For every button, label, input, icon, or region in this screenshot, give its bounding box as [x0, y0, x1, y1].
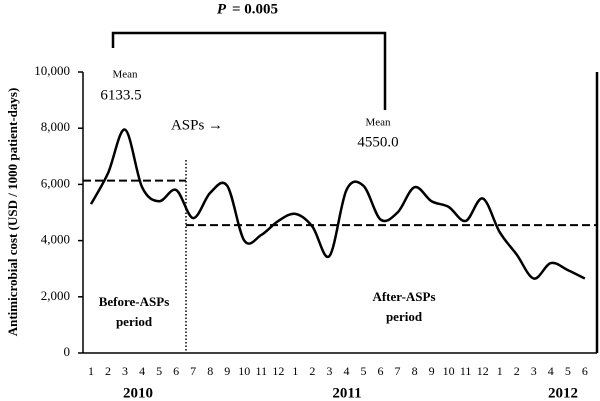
x-tick-label: 8 [412, 364, 418, 378]
x-tick-label: 9 [429, 364, 435, 378]
x-tick-label: 6 [582, 364, 588, 378]
x-tick-label: 9 [224, 364, 230, 378]
mean-caption: Mean [112, 69, 138, 81]
mean-caption: Mean [365, 117, 391, 129]
x-tick-label: 11 [460, 364, 472, 378]
x-tick-label: 7 [395, 364, 401, 378]
x-tick-label: 8 [207, 364, 213, 378]
year-label: 2011 [332, 385, 361, 401]
x-tick-label: 2 [105, 364, 111, 378]
intervention-label: ASPs → [171, 117, 223, 133]
y-tick-label: 4,000 [41, 232, 70, 247]
x-tick-label: 4 [343, 364, 349, 378]
x-tick-label: 1 [292, 364, 298, 378]
period-label: period [116, 314, 153, 329]
x-tick-label: 1 [88, 364, 94, 378]
x-tick-label: 3 [122, 364, 128, 378]
y-axis-label: Antimicrobial cost (USD / 1000 patient-d… [5, 88, 20, 337]
x-tick-label: 12 [272, 364, 284, 378]
x-tick-label: 5 [565, 364, 571, 378]
y-tick-label: 10,000 [34, 63, 70, 78]
x-tick-label: 4 [139, 364, 145, 378]
x-tick-label: 2 [309, 364, 315, 378]
p-symbol: P [217, 1, 227, 17]
x-tick-label: 3 [531, 364, 537, 378]
y-tick-label: 2,000 [41, 288, 70, 303]
x-tick-label: 1 [497, 364, 503, 378]
bracket [111, 31, 387, 110]
x-tick-label: 12 [477, 364, 489, 378]
y-tick-label: 8,000 [41, 119, 70, 134]
x-tick-label: 4 [548, 364, 554, 378]
x-tick-label: 7 [190, 364, 196, 378]
year-label: 2010 [123, 385, 153, 401]
x-tick-label: 6 [173, 364, 179, 378]
y-tick-label: 0 [64, 344, 71, 359]
data-line [89, 128, 586, 280]
x-tick-label: 5 [156, 364, 162, 378]
mean-label: 6133.5 [100, 87, 141, 103]
year-label: 2012 [548, 385, 578, 401]
x-tick-label: 2 [514, 364, 520, 378]
x-tick-label: 5 [360, 364, 366, 378]
period-label: period [386, 309, 423, 324]
mean-label: 4550.0 [357, 134, 398, 150]
x-tick-label: 10 [443, 364, 455, 378]
period-label: After-ASPs [372, 289, 435, 304]
x-tick-label: 11 [256, 364, 268, 378]
p-value: = 0.005 [232, 1, 278, 17]
x-tick-label: 10 [238, 364, 250, 378]
x-tick-label: 6 [378, 364, 384, 378]
y-tick-label: 6,000 [41, 175, 70, 190]
x-tick-label: 3 [326, 364, 332, 378]
period-label: Before-ASPs [99, 294, 170, 309]
